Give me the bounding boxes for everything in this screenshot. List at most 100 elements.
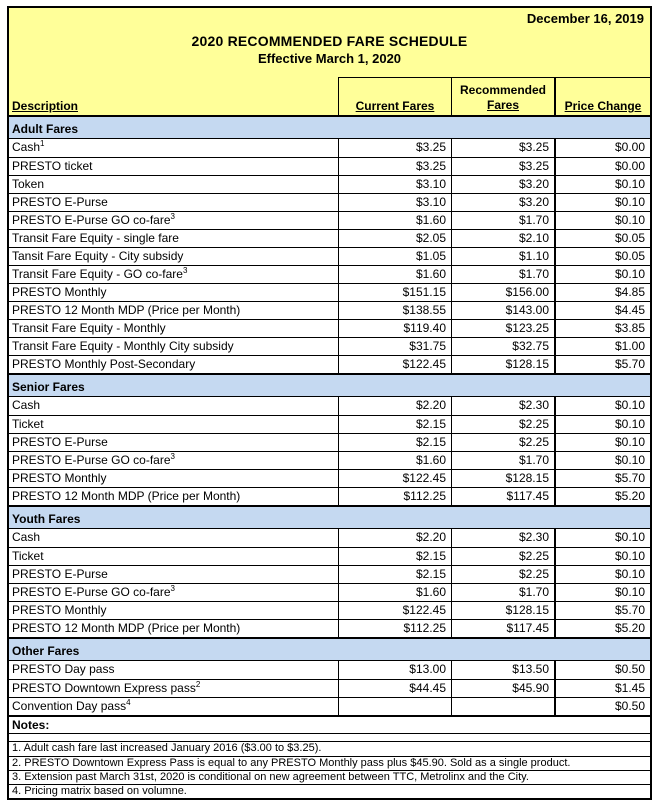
current-fare-value: $112.25 xyxy=(338,488,451,505)
price-change-value: $4.45 xyxy=(554,302,650,319)
title-block: December 16, 2019 2020 RECOMMENDED FARE … xyxy=(9,8,650,77)
fare-description: PRESTO E-Purse GO co-fare3 xyxy=(12,584,175,600)
fare-row-presto-monthly: PRESTO Monthly $122.45 $128.15 $5.70 xyxy=(9,469,650,487)
recommended-fare-value: $1.70 xyxy=(451,584,554,601)
recommended-fare-value: $13.50 xyxy=(451,661,554,679)
fare-row-token: Token $3.10 $3.20 $0.10 xyxy=(9,175,650,193)
current-fare-value xyxy=(338,698,451,715)
fare-description: Convention Day pass4 xyxy=(12,698,131,714)
fare-row-presto-e-purse: PRESTO E-Purse $2.15 $2.25 $0.10 xyxy=(9,433,650,451)
fare-row-presto-e-purse-go-co-fare: PRESTO E-Purse GO co-fare3 $1.60 $1.70 $0.1… xyxy=(9,211,650,229)
fare-row-presto-12-month-mdp-price-per-month: PRESTO 12 Month MDP (Price per Month) $13… xyxy=(9,301,650,319)
recommended-fare-value: $32.75 xyxy=(451,338,554,355)
recommended-fare-value: $128.15 xyxy=(451,470,554,487)
fare-row-convention-day-pass: Convention Day pass4 $0.50 xyxy=(9,697,650,715)
price-change-value: $0.10 xyxy=(554,548,650,565)
fare-row-ticket: Ticket $2.15 $2.25 $0.10 xyxy=(9,547,650,565)
fare-description: Transit Fare Equity - GO co-fare3 xyxy=(12,266,188,282)
current-fare-value: $122.45 xyxy=(338,356,451,373)
current-fare-value: $2.20 xyxy=(338,529,451,547)
fare-row-presto-e-purse-go-co-fare: PRESTO E-Purse GO co-fare3 $1.60 $1.70 $0.1… xyxy=(9,583,650,601)
document-date: December 16, 2019 xyxy=(526,11,644,26)
current-fare-value: $2.15 xyxy=(338,566,451,583)
note-item-2: 2. PRESTO Downtown Express Pass is equal… xyxy=(9,756,650,770)
recommended-fare-value: $2.25 xyxy=(451,434,554,451)
fare-row-presto-day-pass: PRESTO Day pass $13.00 $13.50 $0.50 xyxy=(9,661,650,679)
fare-description: PRESTO Monthly xyxy=(12,471,107,485)
recommended-fare-value: $128.15 xyxy=(451,602,554,619)
price-change-value: $0.05 xyxy=(554,230,650,247)
footnote-marker: 1 xyxy=(40,139,45,148)
price-change-value: $0.50 xyxy=(554,698,650,715)
fare-row-presto-monthly-post-secondary: PRESTO Monthly Post-Secondary $122.45 $128… xyxy=(9,355,650,373)
price-change-value: $0.10 xyxy=(554,266,650,283)
current-fare-value: $3.25 xyxy=(338,158,451,175)
recommended-fare-value: $2.30 xyxy=(451,397,554,415)
recommended-fare-value: $3.25 xyxy=(451,158,554,175)
footnote-marker: 2 xyxy=(195,680,201,689)
current-fare-value: $138.55 xyxy=(338,302,451,319)
note-item-4: 4. Pricing matrix based on volumne. xyxy=(9,784,650,798)
recommended-fare-value: $123.25 xyxy=(451,320,554,337)
recommended-fare-value: $128.15 xyxy=(451,356,554,373)
price-change-value: $0.10 xyxy=(554,397,650,415)
fare-description: PRESTO ticket xyxy=(12,159,93,173)
current-fare-value: $1.05 xyxy=(338,248,451,265)
fare-description: PRESTO E-Purse xyxy=(12,195,108,209)
recommended-fare-value: $45.90 xyxy=(451,680,554,697)
recommended-fare-value: $1.70 xyxy=(451,212,554,229)
fare-row-presto-e-purse: PRESTO E-Purse $3.10 $3.20 $0.10 xyxy=(9,193,650,211)
current-fare-value: $1.60 xyxy=(338,212,451,229)
effective-date-subtitle: Effective March 1, 2020 xyxy=(257,51,402,66)
price-change-value: $5.20 xyxy=(554,488,650,505)
recommended-fare-value: $1.70 xyxy=(451,452,554,469)
recommended-fare-value: $117.45 xyxy=(451,620,554,637)
fare-description: PRESTO 12 Month MDP (Price per Month) xyxy=(12,489,241,503)
fare-row-transit-fare-equity-go-co-fare: Transit Fare Equity - GO co-fare3 $1.60 $1… xyxy=(9,265,650,283)
recommended-fare-value: $2.25 xyxy=(451,548,554,565)
column-header-price-change: Price Change xyxy=(554,77,650,115)
price-change-value: $0.10 xyxy=(554,176,650,193)
section-header-senior-fares: Senior Fares xyxy=(9,373,650,397)
recommended-fare-value: $2.10 xyxy=(451,230,554,247)
fare-row-presto-downtown-express-pass: PRESTO Downtown Express pass2 $44.45 $45.9… xyxy=(9,679,650,697)
fare-description: PRESTO Day pass xyxy=(12,662,115,676)
current-fare-value: $2.05 xyxy=(338,230,451,247)
footnote-marker: 3 xyxy=(170,584,175,593)
footnote-marker: 3 xyxy=(182,266,188,275)
recommended-fare-value: $117.45 xyxy=(451,488,554,505)
current-fare-value: $2.15 xyxy=(338,548,451,565)
fare-row-transit-fare-equity-monthly-city-subsidy: Transit Fare Equity - Monthly City subsi… xyxy=(9,337,650,355)
recommended-fare-value: $1.10 xyxy=(451,248,554,265)
price-change-value: $0.10 xyxy=(554,452,650,469)
fare-description: Ticket xyxy=(12,549,44,563)
price-change-value: $3.85 xyxy=(554,320,650,337)
fare-description: Ticket xyxy=(12,417,44,431)
current-fare-value: $13.00 xyxy=(338,661,451,679)
fare-row-presto-e-purse-go-co-fare: PRESTO E-Purse GO co-fare3 $1.60 $1.70 $0.1… xyxy=(9,451,650,469)
footnote-marker: 3 xyxy=(170,452,175,461)
fare-description: PRESTO 12 Month MDP (Price per Month) xyxy=(12,621,241,635)
current-fare-value: $1.60 xyxy=(338,266,451,283)
current-fare-value: $151.15 xyxy=(338,284,451,301)
price-change-value: $0.00 xyxy=(554,158,650,175)
fare-description: PRESTO Monthly xyxy=(12,603,107,617)
fare-row-cash: Cash $2.20 $2.30 $0.10 xyxy=(9,397,650,415)
current-fare-value: $112.25 xyxy=(338,620,451,637)
section-header-adult-fares: Adult Fares xyxy=(9,115,650,139)
price-change-value: $0.00 xyxy=(554,139,650,157)
note-item-3: 3. Extension past March 31st, 2020 is co… xyxy=(9,770,650,784)
fare-description: PRESTO Monthly xyxy=(12,285,107,299)
fare-table-body: Adult Fares Cash1 $3.25 $3.25 $0.00 PRESTO ti… xyxy=(9,115,650,715)
column-header-recommended-fares: Recommended Fares xyxy=(451,77,554,115)
recommended-fare-value: $143.00 xyxy=(451,302,554,319)
current-fare-value: $3.10 xyxy=(338,176,451,193)
price-change-value: $0.10 xyxy=(554,212,650,229)
price-change-value: $5.20 xyxy=(554,620,650,637)
fare-row-transit-fare-equity-single-fare: Transit Fare Equity - single fare $2.05 $2… xyxy=(9,229,650,247)
current-fare-value: $3.25 xyxy=(338,139,451,157)
price-change-value: $0.10 xyxy=(554,566,650,583)
fare-row-tansit-fare-equity-city-subsidy: Tansit Fare Equity - City subsidy $1.05 $1… xyxy=(9,247,650,265)
price-change-value: $0.10 xyxy=(554,529,650,547)
fare-description: Transit Fare Equity - Monthly xyxy=(12,321,166,335)
